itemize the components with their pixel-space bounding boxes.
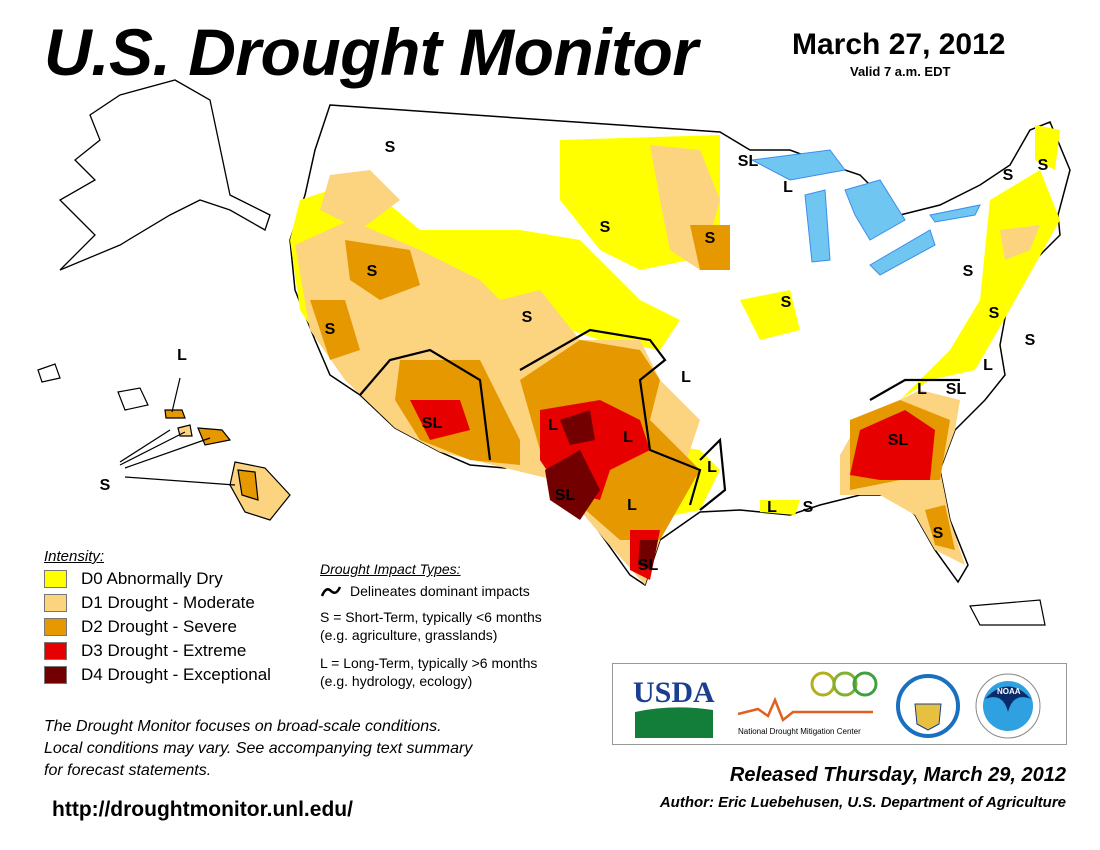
legend-label: D1 Drought - Moderate — [81, 593, 255, 612]
legend-label: D0 Abnormally Dry — [81, 569, 223, 588]
legend-label: D4 Drought - Exceptional — [81, 665, 271, 684]
long-term-example: (e.g. hydrology, ecology) — [320, 673, 473, 689]
impact-label: L — [783, 179, 793, 196]
impact-label: S — [803, 499, 814, 516]
release-date: Released Thursday, March 29, 2012 — [729, 764, 1066, 786]
impact-label: SL — [888, 432, 909, 449]
impact-label: S — [933, 525, 944, 542]
impact-label: L — [548, 417, 558, 434]
impact-label: L — [627, 497, 637, 514]
legend-item-d3: D3 Drought - Extreme — [44, 639, 271, 663]
svg-text:NOAA: NOAA — [997, 687, 1021, 696]
note-line: The Drought Monitor focuses on broad-sca… — [44, 718, 442, 735]
short-term-label: S = Short-Term, typically <6 months — [320, 609, 542, 625]
impact-label: L — [767, 499, 777, 516]
intensity-legend: Intensity: D0 Abnormally Dry D1 Drought -… — [44, 548, 271, 687]
svg-text:National Drought Mitigation Ce: National Drought Mitigation Center — [738, 727, 861, 736]
impact-label: SL — [946, 381, 967, 398]
impact-label: S — [989, 305, 1000, 322]
impact-label: SL — [738, 153, 759, 170]
alaska-outline — [58, 79, 271, 271]
impact-label: S — [1038, 157, 1049, 174]
legend-label: D3 Drought - Extreme — [81, 641, 247, 660]
impact-label: S — [781, 294, 792, 311]
note-line: Local conditions may vary. See accompany… — [44, 740, 473, 757]
short-term-example: (e.g. agriculture, grasslands) — [320, 627, 498, 643]
impact-label: S — [522, 309, 533, 326]
legend-swatch — [44, 618, 67, 636]
impact-label: L — [917, 381, 927, 398]
website-link[interactable]: http://droughtmonitor.unl.edu/ — [52, 798, 353, 821]
impact-label: L — [681, 369, 691, 386]
impact-label: S — [385, 139, 396, 156]
usda-logo: USDA — [633, 676, 715, 738]
map-date: March 27, 2012 — [792, 28, 1006, 61]
legend-item-d0: D0 Abnormally Dry — [44, 567, 271, 591]
hawaii — [37, 363, 291, 521]
impact-line-label: Delineates dominant impacts — [350, 583, 530, 599]
impact-label: S — [1025, 332, 1036, 349]
legend-swatch — [44, 570, 67, 588]
commerce-seal — [896, 674, 960, 738]
legend-swatch — [44, 594, 67, 612]
long-term-label: L = Long-Term, typically >6 months — [320, 655, 538, 671]
page-title: U.S. Drought Monitor — [44, 15, 698, 89]
d4-areas — [545, 410, 658, 570]
impact-label: L — [707, 459, 717, 476]
impact-label: S — [325, 321, 336, 338]
legend-item-d1: D1 Drought - Moderate — [44, 591, 271, 615]
legend-swatch — [44, 642, 67, 660]
puerto-rico-outline — [969, 599, 1046, 626]
impact-title: Drought Impact Types: — [320, 561, 461, 577]
impact-label: SL — [422, 415, 443, 432]
noaa-logo: NOAA — [975, 673, 1041, 739]
disclaimer-note: The Drought Monitor focuses on broad-sca… — [44, 716, 472, 782]
impact-legend: Drought Impact Types: Delineates dominan… — [320, 560, 542, 690]
impact-label: S — [1003, 167, 1014, 184]
great-lakes — [750, 149, 981, 276]
impact-label: L — [177, 347, 187, 364]
legend-item-d2: D2 Drought - Severe — [44, 615, 271, 639]
impact-label: L — [623, 429, 633, 446]
impact-label: S — [100, 477, 111, 494]
impact-label: S — [963, 263, 974, 280]
impact-line-icon — [320, 586, 342, 597]
svg-text:USDA: USDA — [633, 676, 715, 709]
impact-label: S — [705, 230, 716, 247]
legend-item-d4: D4 Drought - Exceptional — [44, 663, 271, 687]
note-line: for forecast statements. — [44, 762, 212, 779]
legend-title: Intensity: — [44, 548, 105, 565]
legend-swatch — [44, 666, 67, 684]
impact-label: S — [600, 219, 611, 236]
legend-label: D2 Drought - Severe — [81, 617, 237, 636]
impact-label: L — [983, 357, 993, 374]
impact-label: S — [367, 263, 378, 280]
impact-label: SL — [638, 557, 659, 574]
ndmc-logo: National Drought Mitigation Center — [737, 671, 878, 736]
valid-time: Valid 7 a.m. EDT — [850, 64, 951, 79]
author: Author: Eric Luebehusen, U.S. Department… — [659, 794, 1066, 811]
partner-logos: USDA National Drought Mitigation Center … — [612, 663, 1067, 745]
impact-boundaries — [359, 328, 960, 511]
impact-label: SL — [555, 487, 576, 504]
